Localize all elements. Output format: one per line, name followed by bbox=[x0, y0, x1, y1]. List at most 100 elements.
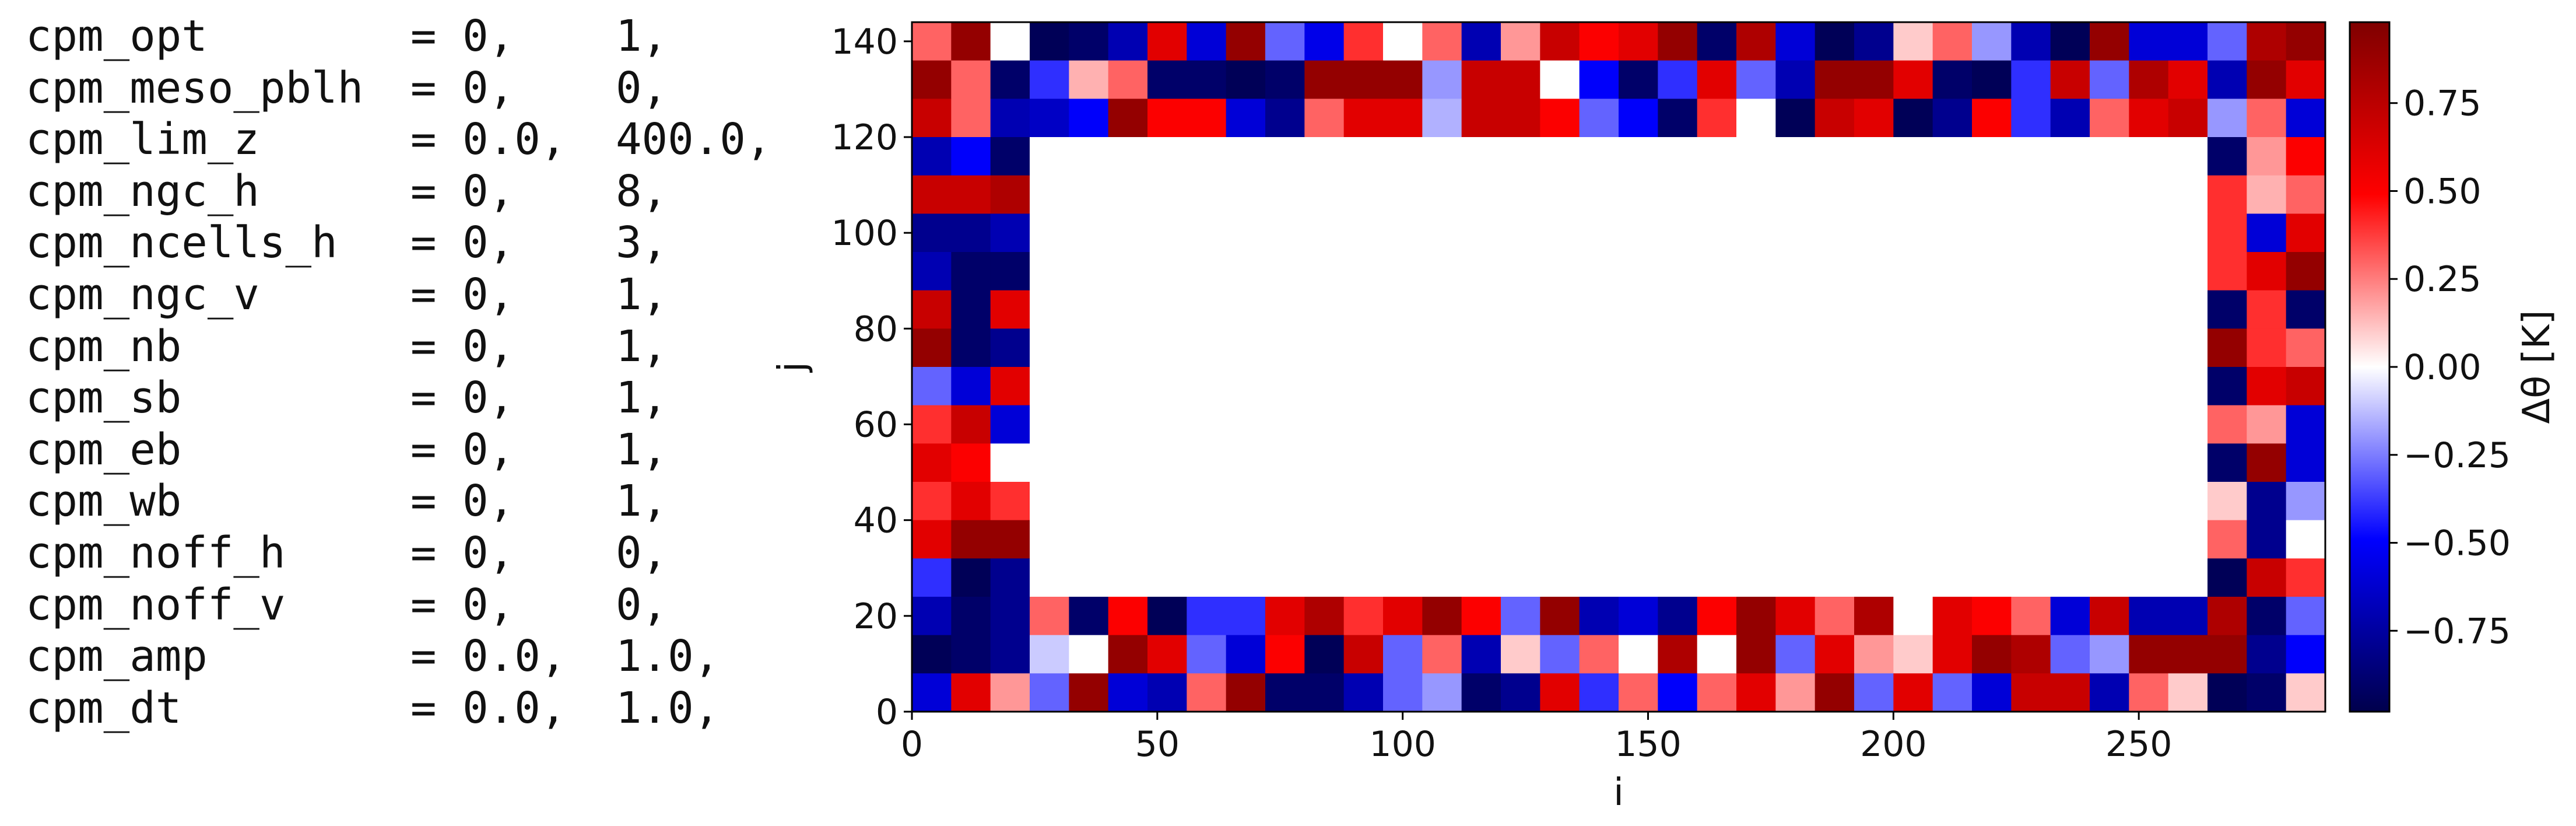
y-tick-label: 60 bbox=[854, 405, 898, 446]
heatmap-cell-interior bbox=[2011, 367, 2051, 406]
heatmap-cell bbox=[1265, 99, 1305, 138]
heatmap-cell-interior bbox=[1304, 520, 1345, 559]
heatmap-cell bbox=[1422, 597, 1462, 636]
heatmap-cell-interior bbox=[1501, 443, 1540, 482]
heatmap-cell-interior bbox=[1461, 558, 1501, 597]
heatmap-cell-interior bbox=[1815, 137, 1855, 176]
namelist-default-value: = 0, bbox=[410, 579, 515, 630]
heatmap-cell-interior bbox=[1658, 558, 1698, 597]
namelist-row: cpm_nb = 0, 1, bbox=[26, 321, 771, 373]
heatmap-cell bbox=[1069, 99, 1109, 138]
heatmap-cell bbox=[1893, 99, 1933, 138]
heatmap-cell bbox=[1775, 99, 1816, 138]
x-tick-label: 250 bbox=[2105, 724, 2173, 765]
heatmap-cell bbox=[1187, 22, 1227, 61]
heatmap-cell-interior bbox=[1187, 405, 1227, 444]
heatmap-cell-interior bbox=[2090, 443, 2129, 482]
heatmap-cell-interior bbox=[1501, 175, 1540, 214]
heatmap-cell-interior bbox=[1932, 482, 1973, 521]
heatmap-cell-interior bbox=[1069, 558, 1109, 597]
heatmap-cell bbox=[912, 290, 952, 329]
heatmap-cell-interior bbox=[2129, 214, 2169, 253]
heatmap-cell-interior bbox=[1579, 137, 1619, 176]
heatmap-cell bbox=[2286, 597, 2326, 636]
heatmap-cell-interior bbox=[1854, 137, 1894, 176]
heatmap-cell bbox=[2247, 367, 2287, 406]
heatmap-cell bbox=[1893, 635, 1933, 674]
heatmap-cell bbox=[1226, 635, 1266, 674]
heatmap-cell bbox=[2168, 597, 2208, 636]
heatmap-cell-interior bbox=[1265, 214, 1305, 253]
heatmap-cell-interior bbox=[1108, 405, 1148, 444]
heatmap-cell bbox=[1972, 22, 2012, 61]
heatmap-cell-interior bbox=[2050, 558, 2090, 597]
heatmap-cell bbox=[1069, 60, 1109, 99]
heatmap-cell bbox=[951, 443, 991, 482]
y-axis-label: j bbox=[771, 362, 814, 373]
heatmap-cell-interior bbox=[1619, 520, 1658, 559]
namelist-default-value: = 0, bbox=[410, 527, 515, 578]
heatmap-cell-interior bbox=[1697, 290, 1737, 329]
heatmap-cell bbox=[1854, 99, 1894, 138]
heatmap-cell bbox=[1579, 99, 1619, 138]
heatmap-cell-interior bbox=[1069, 482, 1109, 521]
heatmap-cell-interior bbox=[1265, 482, 1305, 521]
x-tick-label: 200 bbox=[1860, 724, 1927, 765]
heatmap-cell-interior bbox=[1343, 214, 1384, 253]
heatmap-cell bbox=[2208, 443, 2247, 482]
heatmap-cell-interior bbox=[1697, 520, 1737, 559]
namelist-default-value: = 0, bbox=[410, 321, 515, 372]
heatmap-cell-interior bbox=[1461, 214, 1501, 253]
heatmap-cell-interior bbox=[1815, 482, 1855, 521]
heatmap-cell bbox=[1658, 635, 1698, 674]
heatmap-cell-interior bbox=[1187, 252, 1227, 291]
heatmap-cell bbox=[1501, 22, 1540, 61]
heatmap-cell-interior bbox=[1775, 137, 1816, 176]
heatmap-cell-interior bbox=[2090, 520, 2129, 559]
heatmap-cell bbox=[1108, 597, 1148, 636]
heatmap-cell bbox=[1304, 673, 1345, 712]
heatmap-cell-interior bbox=[1187, 290, 1227, 329]
heatmap-cell bbox=[1187, 60, 1227, 99]
heatmap-cell bbox=[1932, 673, 1973, 712]
namelist-param-name: cpm_meso_pblh bbox=[26, 62, 364, 113]
heatmap-cell bbox=[951, 22, 991, 61]
heatmap-cell bbox=[1343, 635, 1384, 674]
heatmap-cell-interior bbox=[1619, 137, 1658, 176]
heatmap-cell-interior bbox=[1383, 175, 1423, 214]
heatmap-cell bbox=[1108, 60, 1148, 99]
heatmap-cell bbox=[951, 482, 991, 521]
namelist-row: cpm_eb = 0, 1, bbox=[26, 424, 771, 476]
heatmap-cell bbox=[990, 443, 1030, 482]
heatmap-cell-interior bbox=[1697, 214, 1737, 253]
heatmap-cell-interior bbox=[1304, 137, 1345, 176]
heatmap-cell bbox=[1461, 673, 1501, 712]
heatmap-cell bbox=[1147, 597, 1187, 636]
heatmap-cell-interior bbox=[1030, 482, 1069, 521]
heatmap-cell-interior bbox=[1619, 558, 1658, 597]
heatmap-cell-interior bbox=[1972, 252, 2012, 291]
heatmap-cell-interior bbox=[1187, 443, 1227, 482]
namelist-row: cpm_sb = 0, 1, bbox=[26, 372, 771, 424]
heatmap-cell bbox=[990, 214, 1030, 253]
heatmap-cell bbox=[1226, 99, 1266, 138]
heatmap-cell bbox=[1147, 673, 1187, 712]
heatmap-cell-interior bbox=[1658, 367, 1698, 406]
heatmap-cell bbox=[2286, 175, 2326, 214]
heatmap-cell bbox=[912, 520, 952, 559]
heatmap-cell bbox=[1697, 22, 1737, 61]
heatmap-cell-interior bbox=[1775, 405, 1816, 444]
heatmap-cell-interior bbox=[1226, 137, 1266, 176]
heatmap-cell bbox=[1579, 22, 1619, 61]
heatmap-cell-interior bbox=[2090, 482, 2129, 521]
heatmap-cell-interior bbox=[2129, 520, 2169, 559]
heatmap-cell bbox=[1383, 99, 1423, 138]
heatmap-cell-interior bbox=[2090, 367, 2129, 406]
colorbar-ticks: −0.75 −0.50 −0.25 0.00 0.25 0.50 0.75 bbox=[2389, 83, 2511, 652]
heatmap-cell bbox=[1972, 597, 2012, 636]
heatmap-cell-interior bbox=[1265, 405, 1305, 444]
heatmap-cell-interior bbox=[1422, 175, 1462, 214]
heatmap-cell bbox=[1736, 597, 1776, 636]
heatmap-cell bbox=[1030, 597, 1069, 636]
heatmap-cell bbox=[951, 597, 991, 636]
